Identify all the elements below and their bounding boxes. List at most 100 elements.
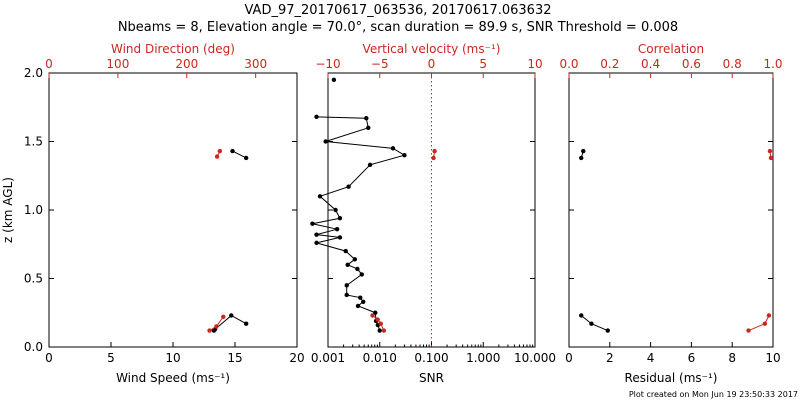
data-point (314, 114, 319, 120)
y-axis-label: z (km AGL) (1, 177, 15, 243)
plot-frame (568, 72, 774, 348)
data-point (589, 321, 594, 326)
x-tick-label: 0.010 (363, 351, 397, 365)
data-point (343, 248, 348, 254)
x-tick-label: 0.100 (414, 351, 448, 365)
data-point (221, 314, 226, 320)
data-point (390, 146, 396, 151)
data-point (431, 155, 436, 161)
data-point (346, 184, 351, 189)
data-point (359, 272, 365, 277)
x-tick-label: 2 (606, 351, 614, 365)
data-point (345, 262, 350, 267)
x-tick-label: 10.000 (514, 351, 556, 365)
x-tick-label: 10 (165, 351, 180, 365)
data-point (337, 216, 343, 221)
data-point (314, 240, 319, 246)
data-point (762, 321, 768, 326)
x-tick-label: 5 (107, 351, 115, 365)
series-line (232, 150, 247, 159)
x-tick-label: 15 (227, 351, 242, 365)
data-point (373, 310, 378, 315)
panel-wind: 0 5 10 15 20 Wind Speed (ms⁻¹) 0 100 200 300 Wind … (1, 42, 305, 385)
data-point (243, 321, 249, 326)
data-point (746, 328, 751, 333)
data-point (377, 328, 382, 333)
y-tick-label: 0.5 (24, 272, 43, 286)
top-tick-label: 5 (479, 57, 487, 71)
series-line (372, 315, 385, 331)
x-tick-label: 4 (647, 351, 655, 365)
data-point (344, 292, 349, 298)
data-point (355, 266, 360, 272)
top-tick-label: −5 (371, 57, 389, 71)
data-point (370, 313, 375, 318)
x-axis-label: Residual (ms⁻¹) (625, 371, 718, 385)
top-tick-label: 0.0 (559, 57, 578, 71)
data-point (310, 221, 315, 226)
x-tick-label: 20 (289, 351, 304, 365)
data-point (230, 148, 235, 154)
data-point (367, 162, 373, 167)
data-point (364, 116, 369, 121)
data-point (766, 313, 772, 318)
data-point (375, 317, 380, 322)
series-line (580, 315, 608, 332)
x-tick-label: 1.000 (466, 351, 500, 365)
data-point (767, 148, 773, 154)
data-point (381, 328, 387, 333)
x-tick-label: 0 (565, 351, 573, 365)
data-point (207, 328, 212, 333)
data-point (768, 155, 774, 161)
top-axis-label: Vertical velocity (ms⁻¹) (363, 42, 501, 56)
data-point (344, 283, 349, 288)
y-tick-label: 1.0 (24, 203, 43, 217)
top-tick-label: −10 (315, 57, 340, 71)
x-tick-label: 0.001 (311, 351, 345, 365)
data-point (214, 154, 220, 159)
top-tick-label: 0 (428, 57, 436, 71)
data-point (243, 155, 249, 161)
footer-timestamp: Plot created on Mon Jun 19 23:50:33 2017 (629, 390, 798, 399)
top-tick-label: 1.0 (763, 57, 782, 71)
data-point (333, 207, 338, 213)
data-point (334, 226, 340, 232)
figure-title: VAD_97_20170617_063536, 20170617.063632 (245, 3, 552, 18)
y-tick-label: 0.0 (24, 340, 43, 354)
top-tick-label: 0.8 (723, 57, 742, 71)
figure-subtitle: Nbeams = 8, Elevation angle = 70.0°, sca… (118, 20, 678, 35)
data-point (378, 321, 383, 326)
x-tick-label: 0 (45, 351, 53, 365)
data-point (581, 148, 586, 154)
top-tick-label: 0.4 (641, 57, 660, 71)
data-point (605, 328, 610, 333)
data-point (361, 299, 366, 304)
data-point (432, 148, 437, 154)
x-axis-label: SNR (419, 371, 444, 385)
top-tick-label: 10 (527, 57, 542, 71)
data-point (217, 148, 223, 154)
top-axis-label: Correlation (638, 42, 704, 56)
plot-frame (48, 72, 298, 348)
data-point (229, 313, 234, 318)
x-axis-label: Wind Speed (ms⁻¹) (116, 371, 230, 385)
data-point (331, 77, 337, 83)
data-point (579, 313, 584, 318)
y-tick-label: 2.0 (24, 66, 43, 80)
data-point (352, 257, 358, 262)
panel-snr: 0.001 0.010 0.100 1.000 10.000 SNR −10 −5 0 5 10 Ve… (310, 42, 556, 385)
x-tick-label: 6 (688, 351, 696, 365)
data-point (579, 155, 584, 161)
top-tick-label: 0.6 (682, 57, 701, 71)
data-point (214, 324, 219, 329)
data-point (337, 235, 343, 240)
top-tick-label: 0 (45, 57, 53, 71)
top-tick-label: 100 (106, 57, 129, 71)
panel-residual: 0 2 4 6 8 10 Residual (ms⁻¹) 0.0 0.2 0.4 0.6 0.8 1.0… (559, 42, 782, 385)
data-point (402, 153, 407, 158)
y-tick-label: 1.5 (24, 135, 43, 149)
top-tick-label: 200 (175, 57, 198, 71)
top-axis-label: Wind Direction (deg) (111, 42, 235, 56)
